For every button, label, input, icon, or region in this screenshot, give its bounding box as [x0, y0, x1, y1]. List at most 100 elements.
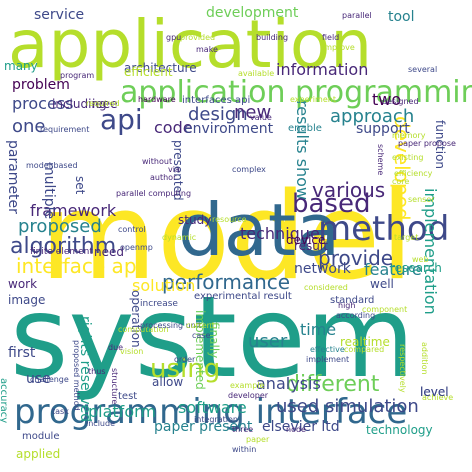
word-support: support	[356, 121, 410, 137]
word-proposed-method: proposed method	[72, 340, 81, 411]
word-process: process	[12, 94, 74, 113]
word-programming-interface: programming interface	[14, 392, 408, 432]
word-compared: compared	[344, 345, 385, 354]
word-case: case	[192, 331, 211, 340]
word-model-based: model based	[26, 161, 78, 170]
word-results-show: results show	[293, 100, 312, 201]
word-paper-propose: paper propose	[398, 139, 456, 148]
word-used-simulation: used simulation	[276, 396, 419, 417]
word-considered: considered	[304, 283, 348, 292]
word-openmp: openmp	[120, 243, 153, 252]
word-development: development	[206, 5, 299, 21]
word-level: level	[420, 385, 449, 399]
word-task: task	[52, 407, 69, 416]
word-analysis: analysis	[256, 374, 321, 393]
word-time: time	[300, 320, 337, 339]
word-finite-element: finite element	[30, 247, 93, 257]
word-allow: allow	[152, 375, 184, 389]
word-user: user	[248, 331, 288, 352]
word-set: set	[73, 176, 87, 195]
word-implement: implement	[306, 355, 350, 364]
word-example: example	[230, 381, 265, 390]
word-first: first	[8, 345, 36, 361]
word-several: several	[408, 65, 438, 74]
word-realtime: realtime	[340, 335, 390, 349]
word-provided: provided	[180, 33, 216, 42]
word-framework: framework	[30, 201, 117, 220]
word-new: new	[234, 102, 272, 123]
word-achieve: achieve	[422, 393, 454, 402]
word-improve: improve	[322, 43, 355, 52]
word-module: module	[22, 431, 60, 442]
word-enable: enable	[288, 123, 322, 134]
word-code: code	[154, 118, 193, 137]
word-software: software	[178, 398, 247, 417]
word-proposed: proposed	[18, 216, 102, 237]
word-test: test	[118, 391, 138, 402]
word-solution: solution	[132, 276, 196, 295]
word-vision: vision	[120, 347, 144, 356]
word-due: due	[108, 343, 124, 352]
word-paper: paper	[246, 435, 270, 444]
word-based: based	[292, 189, 371, 219]
word-via: via	[168, 165, 180, 174]
word-sensor: sensor	[408, 195, 435, 204]
word-processing-unit: processing unit	[140, 321, 202, 330]
word-hardware: hardware	[138, 95, 176, 104]
word-provide: provide	[318, 246, 394, 270]
word-model: model	[40, 168, 414, 307]
word-application-programming: application programming	[120, 75, 472, 110]
word-algorithm: algorithm	[10, 234, 117, 259]
word-challenge: challenge	[30, 375, 69, 384]
word-image: image	[8, 293, 46, 307]
word-parallel: parallel	[342, 11, 372, 20]
word-two: two	[372, 90, 402, 109]
word-developer: developer	[228, 391, 269, 400]
word-service: service	[34, 7, 85, 23]
word-need: need	[94, 245, 124, 259]
word-integration: integration	[194, 415, 238, 424]
word-accuracy: accuracy	[0, 378, 9, 424]
word-effective: effective	[310, 345, 345, 354]
word-use: use	[26, 371, 51, 387]
word-field: field	[322, 33, 340, 42]
word-efficiency: efficiency	[394, 169, 433, 178]
word-tool: tool	[388, 9, 415, 25]
word-dynamic: dynamic	[162, 233, 197, 242]
word-addition: addition	[420, 342, 429, 375]
word-make: make	[196, 45, 218, 54]
word-resource: resource	[212, 215, 247, 224]
word-designed: designed	[382, 97, 419, 106]
word-target: target	[394, 233, 419, 242]
word-design: design	[188, 104, 248, 125]
word-order: order	[174, 355, 196, 364]
word-value: value	[250, 113, 272, 122]
word-control: control	[118, 225, 146, 234]
word-various: various	[312, 178, 386, 202]
word-parameter: parameter	[5, 140, 21, 214]
word-gpu: gpu	[166, 33, 182, 42]
word-result: result	[294, 239, 328, 253]
word-feature: feature	[364, 260, 422, 279]
word-high: high	[338, 301, 356, 310]
word-one: one	[12, 116, 46, 137]
word-study: study	[178, 213, 212, 227]
word-respectively: respectively	[398, 344, 407, 393]
word-technology: technology	[366, 423, 433, 437]
word-structure: structure	[110, 368, 119, 405]
word-performance: performance	[162, 270, 291, 294]
word-method: method	[318, 209, 450, 249]
word-without: without	[142, 157, 173, 166]
word-applied: applied	[16, 447, 61, 461]
word-ieee: ieee	[92, 97, 118, 111]
word-building: building	[256, 33, 289, 42]
word-increase: increase	[140, 299, 178, 309]
word-current: current	[186, 321, 215, 330]
word-thus: thus	[88, 367, 106, 376]
word-complex: complex	[232, 165, 266, 174]
word-efficient: efficient	[124, 65, 173, 79]
word-environment: environment	[184, 121, 274, 137]
word-api: api	[100, 103, 143, 136]
word-program: program	[60, 71, 95, 80]
